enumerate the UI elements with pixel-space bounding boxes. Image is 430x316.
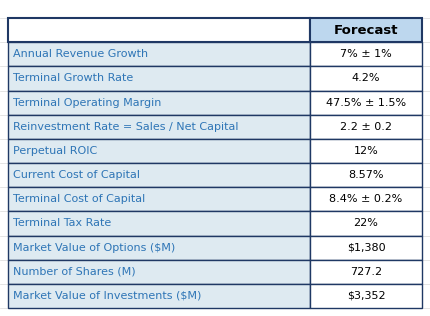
Bar [8, 66, 310, 90]
Text: 8.4% ± 0.2%: 8.4% ± 0.2% [329, 194, 402, 204]
Text: Market Value of Investments ($M): Market Value of Investments ($M) [13, 291, 201, 301]
Text: 7% ± 1%: 7% ± 1% [340, 49, 392, 59]
Text: $3,352: $3,352 [347, 291, 385, 301]
Bar [310, 66, 422, 90]
Bar [310, 163, 422, 187]
Text: 4.2%: 4.2% [352, 73, 380, 83]
Bar [8, 18, 310, 42]
Bar [310, 211, 422, 235]
Bar [8, 115, 310, 139]
Text: Terminal Growth Rate: Terminal Growth Rate [13, 73, 133, 83]
Bar [310, 18, 422, 42]
Bar [8, 235, 310, 260]
Text: Market Value of Options ($M): Market Value of Options ($M) [13, 243, 175, 252]
Bar [8, 284, 310, 308]
Text: Terminal Tax Rate: Terminal Tax Rate [13, 218, 111, 228]
Text: Terminal Cost of Capital: Terminal Cost of Capital [13, 194, 145, 204]
Text: 47.5% ± 1.5%: 47.5% ± 1.5% [326, 98, 406, 107]
Text: 22%: 22% [353, 218, 378, 228]
Bar [8, 42, 310, 66]
Text: 8.57%: 8.57% [348, 170, 384, 180]
Text: Perpetual ROIC: Perpetual ROIC [13, 146, 97, 156]
Text: 12%: 12% [353, 146, 378, 156]
Bar [310, 235, 422, 260]
Text: 2.2 ± 0.2: 2.2 ± 0.2 [340, 122, 392, 132]
Text: $1,380: $1,380 [347, 243, 385, 252]
Text: Forecast: Forecast [334, 24, 398, 37]
Bar [310, 90, 422, 115]
Bar [310, 139, 422, 163]
Bar [8, 211, 310, 235]
Bar [8, 139, 310, 163]
Text: Reinvestment Rate = Sales / Net Capital: Reinvestment Rate = Sales / Net Capital [13, 122, 239, 132]
Text: Annual Revenue Growth: Annual Revenue Growth [13, 49, 148, 59]
Text: Terminal Operating Margin: Terminal Operating Margin [13, 98, 161, 107]
Text: Current Cost of Capital: Current Cost of Capital [13, 170, 140, 180]
Bar [8, 187, 310, 211]
Bar [310, 42, 422, 66]
Bar [310, 284, 422, 308]
Text: 727.2: 727.2 [350, 267, 382, 277]
Text: Number of Shares (M): Number of Shares (M) [13, 267, 135, 277]
Bar [310, 115, 422, 139]
Bar [8, 90, 310, 115]
Bar [8, 260, 310, 284]
Bar [310, 260, 422, 284]
Bar [310, 187, 422, 211]
Bar [8, 163, 310, 187]
